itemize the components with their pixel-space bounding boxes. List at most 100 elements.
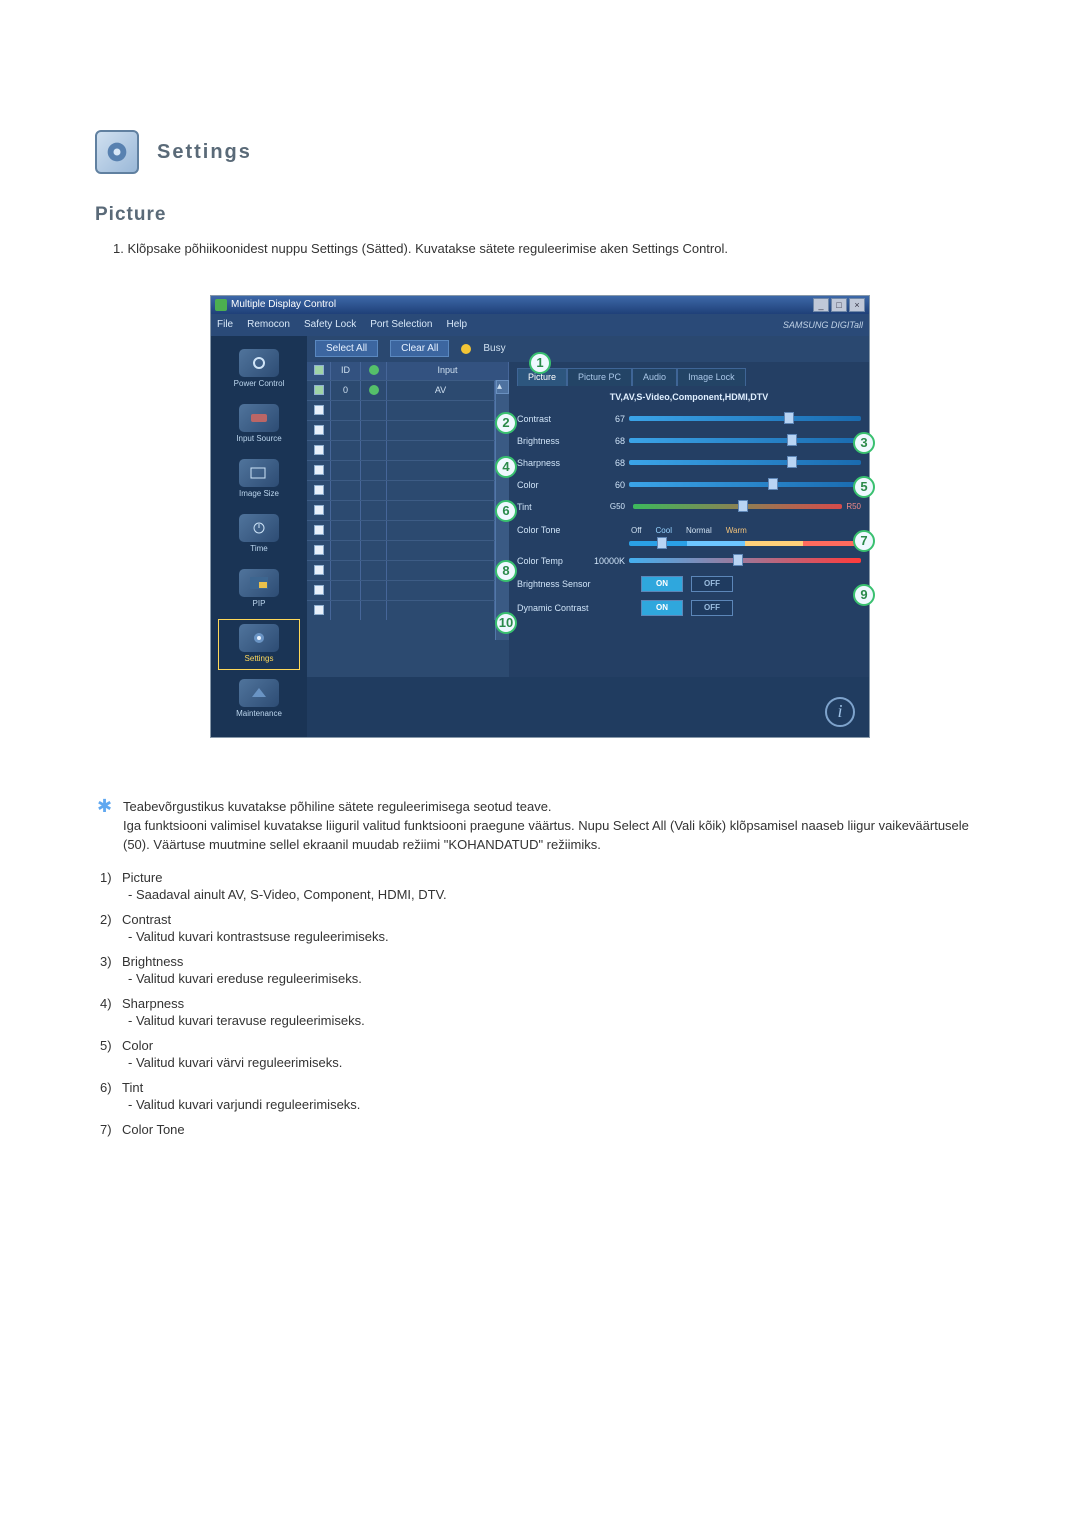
sidebar-item-power[interactable]: Power Control	[218, 344, 300, 395]
sidebar-item-settings[interactable]: Settings	[218, 619, 300, 670]
color-tone-slider[interactable]	[629, 541, 861, 546]
menu-safety[interactable]: Safety Lock	[304, 319, 356, 330]
panel-subtitle: TV,AV,S-Video,Component,HDMI,DTV	[517, 392, 861, 402]
color-slider[interactable]	[629, 482, 861, 487]
tone-cool: Cool	[656, 526, 672, 535]
sidebar-item-maintenance[interactable]: Maintenance	[218, 674, 300, 725]
header-checkbox[interactable]	[314, 365, 324, 375]
tint-slider[interactable]	[633, 504, 842, 509]
page-title: Settings	[157, 141, 252, 164]
row-checkbox[interactable]	[314, 605, 324, 615]
sidebar-label: PIP	[253, 599, 266, 608]
sidebar-item-input[interactable]: Input Source	[218, 399, 300, 450]
row-checkbox[interactable]	[314, 465, 324, 475]
list-row	[307, 500, 495, 520]
tint-g: G50	[591, 502, 629, 511]
tabs: Picture Picture PC Audio Image Lock	[517, 368, 861, 386]
sidebar-item-time[interactable]: Time	[218, 509, 300, 560]
color-label: Color	[517, 480, 591, 490]
callout-3: 3	[853, 432, 875, 454]
bright-sensor-off[interactable]: OFF	[691, 576, 733, 592]
menu-help[interactable]: Help	[446, 319, 467, 330]
row-checkbox[interactable]	[314, 485, 324, 495]
brightness-row: Brightness 68	[517, 430, 861, 452]
sidebar-label: Input Source	[236, 434, 281, 443]
row-checkbox[interactable]	[314, 505, 324, 515]
color-temp-label: Color Temp	[517, 556, 591, 566]
select-all-button[interactable]: Select All	[315, 340, 378, 357]
dyn-contrast-off[interactable]: OFF	[691, 600, 733, 616]
tone-warm: Warm	[726, 526, 747, 535]
power-icon	[239, 349, 279, 377]
item-body: - Saadaval ainult AV, S-Video, Component…	[128, 887, 985, 902]
item-number: 6)	[100, 1080, 122, 1095]
row-checkbox[interactable]	[314, 585, 324, 595]
list-row	[307, 540, 495, 560]
callout-4: 4	[495, 456, 517, 478]
menubar: File Remocon Safety Lock Port Selection …	[211, 314, 869, 336]
sidebar-label: Settings	[245, 654, 274, 663]
list-row[interactable]: 0 AV	[307, 380, 495, 400]
list-row	[307, 420, 495, 440]
color-tone-labels: Color Tone Off Cool Normal Warm	[517, 522, 861, 538]
row-checkbox[interactable]	[314, 445, 324, 455]
contrast-label: Contrast	[517, 414, 591, 424]
row-id: 0	[331, 381, 361, 400]
brightness-sensor-row: Brightness Sensor ON OFF	[517, 572, 861, 596]
tone-off: Off	[631, 526, 642, 535]
contrast-slider[interactable]	[629, 416, 861, 421]
row-checkbox[interactable]	[314, 525, 324, 535]
color-temp-slider[interactable]	[629, 558, 861, 563]
contrast-value: 67	[591, 414, 629, 424]
dyn-contrast-on[interactable]: ON	[641, 600, 683, 616]
list-item: 2)Contrast- Valitud kuvari kontrastsuse …	[100, 912, 985, 944]
brightness-slider[interactable]	[629, 438, 861, 443]
row-checkbox[interactable]	[314, 385, 324, 395]
item-title: Picture	[122, 870, 162, 885]
brightness-label: Brightness	[517, 436, 591, 446]
clear-all-button[interactable]: Clear All	[390, 340, 449, 357]
col-input: Input	[387, 362, 509, 380]
tab-image-lock[interactable]: Image Lock	[677, 368, 746, 386]
color-value: 60	[591, 480, 629, 490]
row-checkbox[interactable]	[314, 405, 324, 415]
list-item: 7)Color Tone	[100, 1122, 985, 1137]
list-row	[307, 440, 495, 460]
intro-text: 1. Klõpsake põhiikoonidest nuppu Setting…	[113, 240, 985, 259]
settings-icon	[239, 624, 279, 652]
color-tone-row	[517, 538, 861, 550]
row-checkbox[interactable]	[314, 425, 324, 435]
col-id: ID	[331, 362, 361, 380]
busy-label: Busy	[483, 343, 505, 354]
row-checkbox[interactable]	[314, 545, 324, 555]
sidebar-label: Power Control	[234, 379, 285, 388]
window-title: Multiple Display Control	[231, 299, 813, 310]
scroll-up-button[interactable]: ▴	[496, 380, 509, 394]
list-row	[307, 480, 495, 500]
description-list: 1)Picture- Saadaval ainult AV, S-Video, …	[100, 870, 985, 1137]
menu-port[interactable]: Port Selection	[370, 319, 432, 330]
menu-file[interactable]: File	[217, 319, 233, 330]
bright-sensor-on[interactable]: ON	[641, 576, 683, 592]
tab-audio[interactable]: Audio	[632, 368, 677, 386]
item-body: - Valitud kuvari värvi reguleerimiseks.	[128, 1055, 985, 1070]
list-item: 5)Color- Valitud kuvari värvi reguleerim…	[100, 1038, 985, 1070]
sidebar-item-image-size[interactable]: Image Size	[218, 454, 300, 505]
titlebar: Multiple Display Control _ □ ×	[211, 296, 869, 314]
list-row	[307, 560, 495, 580]
minimize-button[interactable]: _	[813, 298, 829, 312]
tab-picture-pc[interactable]: Picture PC	[567, 368, 632, 386]
item-title: Contrast	[122, 912, 171, 927]
close-button[interactable]: ×	[849, 298, 865, 312]
color-temp-value: 10000K	[591, 556, 629, 566]
star-icon: ✱	[97, 796, 112, 817]
list-item: 1)Picture- Saadaval ainult AV, S-Video, …	[100, 870, 985, 902]
settings-header-icon	[95, 130, 139, 174]
sidebar-item-pip[interactable]: PIP	[218, 564, 300, 615]
maximize-button[interactable]: □	[831, 298, 847, 312]
menu-remocon[interactable]: Remocon	[247, 319, 290, 330]
item-body: - Valitud kuvari teravuse reguleerimisek…	[128, 1013, 985, 1028]
row-checkbox[interactable]	[314, 565, 324, 575]
app-window: Multiple Display Control _ □ × File Remo…	[210, 295, 870, 738]
sharpness-slider[interactable]	[629, 460, 861, 465]
